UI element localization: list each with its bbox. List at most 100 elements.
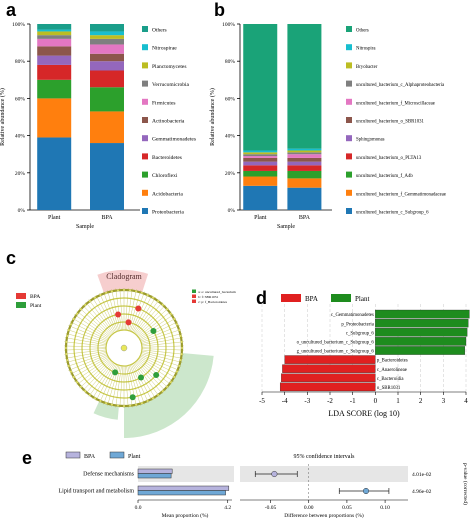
- clade-branch: [92, 363, 115, 399]
- clade-branch: [64, 350, 107, 359]
- clade-branch: [138, 310, 172, 338]
- clade-node: [88, 393, 92, 397]
- y-tick-label: 100%: [222, 22, 235, 28]
- clade-branch: [119, 288, 123, 331]
- bar-segment: [287, 150, 322, 153]
- clade-branch: [140, 325, 180, 342]
- clade-branch: [141, 337, 184, 346]
- bar-segment: [90, 31, 124, 36]
- ci-point: [362, 487, 370, 495]
- lda-bar-label: p_Bacteroidetes: [377, 359, 408, 364]
- legend-label: Others: [356, 29, 369, 34]
- clade-node: [79, 385, 83, 389]
- x-axis-label: Mean proportion (%): [162, 512, 209, 519]
- legend-label: uncultured_bacterium_f_Gemmatimonadaceae: [356, 192, 446, 197]
- y-tick-label: 20%: [15, 171, 26, 177]
- lda-bar-label: g_uncultured_bacterium_c_Subgroup_6: [297, 350, 375, 355]
- legend-swatch: [346, 98, 352, 105]
- legend-swatch: [142, 98, 148, 105]
- clade-branch: [134, 362, 160, 397]
- clade-branch: [64, 348, 107, 351]
- clade-branch: [64, 341, 107, 347]
- bar-segment: [37, 137, 72, 210]
- clade-node: [67, 364, 71, 368]
- clade-branch: [139, 317, 177, 340]
- clade-node: [72, 375, 75, 379]
- clade-marker: [153, 371, 160, 378]
- clade-branch: [141, 349, 184, 355]
- clade-node: [180, 340, 183, 344]
- clade-branch: [129, 291, 145, 332]
- clade-node: [116, 289, 120, 292]
- clade-node: [72, 317, 75, 321]
- clade-branch: [115, 365, 122, 408]
- bar-segment: [90, 87, 124, 112]
- bar-segment: [287, 152, 322, 155]
- legend-label: Actinobacteria: [152, 119, 185, 125]
- clade-marker: [125, 319, 132, 326]
- bar-segment: [37, 46, 72, 56]
- bar-segment: [243, 176, 278, 186]
- x-tick-label: -4: [282, 397, 288, 405]
- x-tick-label: 0.10: [380, 505, 390, 511]
- x-axis-label: LDA SCORE (log 10): [328, 409, 400, 418]
- key-swatch: [192, 299, 196, 303]
- clade-node: [175, 323, 179, 326]
- clade-node: [169, 380, 173, 384]
- clade-branch: [99, 293, 117, 332]
- clade-node: [122, 288, 126, 292]
- bar-segment: [90, 70, 124, 88]
- clade-node: [140, 291, 144, 295]
- y-tick-label: 40%: [15, 134, 26, 140]
- legend-label: uncultured_bacterium_c_Alphaproteobacter…: [356, 83, 445, 88]
- clade-highlight-plant: [124, 353, 214, 438]
- clade-node: [165, 385, 169, 389]
- clade-branch: [111, 289, 121, 331]
- lda-bar: [279, 382, 376, 392]
- clade-branch: [141, 341, 184, 347]
- clade-node: [65, 340, 68, 344]
- legend-label: Gemmatimonadetes: [152, 137, 196, 143]
- clade-node: [75, 380, 79, 384]
- legend-swatch: [142, 44, 148, 51]
- x-tick-label: -5: [259, 397, 265, 405]
- lda-bar-label: o_SBR1031: [377, 386, 401, 391]
- legend-label-bpa: BPA: [305, 295, 318, 303]
- y-tick-label: 60%: [15, 96, 26, 102]
- clade-branch: [140, 354, 180, 371]
- clade-branch: [64, 345, 107, 348]
- bar-segment: [37, 64, 72, 80]
- y-axis-label: Relative abundance (%): [0, 88, 6, 146]
- key-label: a: o: uncultured_bacterium: [198, 290, 236, 294]
- x-tick-label: BPA: [101, 215, 113, 221]
- bar-segment: [287, 148, 322, 151]
- legend-swatch: [346, 62, 352, 69]
- clade-branch: [136, 304, 166, 336]
- legend-swatch: [142, 26, 148, 32]
- clade-marker: [135, 305, 142, 312]
- mean-bar-plant: [137, 473, 172, 479]
- x-tick-label: 3: [442, 397, 446, 405]
- clade-branch: [141, 329, 182, 343]
- legend-label: Verrucomicrobia: [152, 82, 190, 88]
- legend-swatch: [142, 153, 148, 160]
- clade-branch: [103, 291, 119, 332]
- bar-segment: [287, 24, 322, 149]
- legend-label-plant: Plant: [128, 454, 141, 460]
- legend-label-plant: Plant: [355, 295, 369, 303]
- y-tick-label: 80%: [225, 59, 236, 65]
- clade-node: [104, 401, 108, 405]
- clade-node: [110, 290, 114, 293]
- clade-node: [134, 290, 138, 293]
- clade-node: [161, 303, 165, 307]
- bar-segment: [287, 170, 322, 179]
- clade-branch: [95, 363, 116, 402]
- x-tick-label: Plant: [254, 215, 267, 221]
- clade-node: [156, 393, 160, 397]
- cladogram-title: Cladogram: [106, 272, 142, 281]
- x-tick-label: 2: [419, 397, 423, 405]
- mean-bar-plant: [137, 490, 226, 496]
- legend-swatch-bpa: [16, 293, 26, 299]
- clade-root: [120, 344, 128, 352]
- clade-branch: [141, 353, 182, 367]
